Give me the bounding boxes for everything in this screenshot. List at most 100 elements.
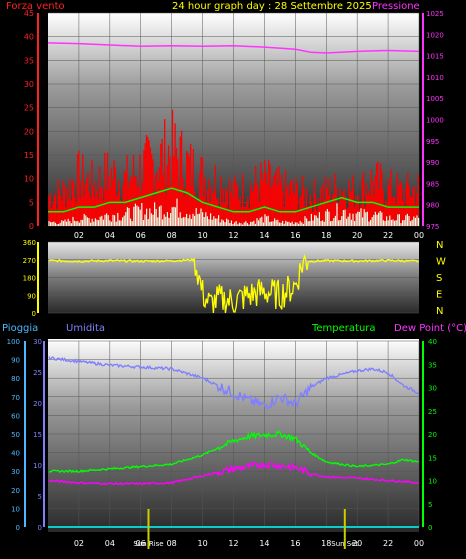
humidity-tick-label: 15	[33, 431, 42, 439]
rain-tick-label: 100	[7, 338, 20, 346]
temperature-line	[48, 429, 419, 474]
sunrise-label: Sun Rise	[133, 540, 163, 548]
wind-tick-label: 45	[24, 9, 34, 18]
temp-tick-label: 35	[428, 361, 437, 369]
header-right: Pressione	[372, 1, 420, 12]
compass-label: S	[436, 273, 442, 284]
rain-tick-label: 40	[11, 450, 20, 458]
rain-tick-label: 80	[11, 375, 20, 383]
rain-tick-label: 50	[11, 431, 20, 439]
wind-series	[47, 42, 420, 226]
temp-tick-label: 25	[428, 408, 437, 416]
humidity-tick-label: 25	[33, 369, 42, 377]
rain-tick-label: 60	[11, 412, 20, 420]
rain-tick-label: 10	[11, 505, 20, 513]
x-tick-label: 14	[259, 539, 269, 548]
x-tick-label: 00	[414, 231, 424, 240]
direction-tick-label: 360	[23, 239, 36, 247]
temp-tick-label: 40	[428, 338, 437, 346]
temp-tick-label: 10	[428, 478, 437, 486]
humidity-tick-label: 0	[38, 524, 42, 532]
pressure-tick-label: 1000	[426, 117, 444, 125]
humidity-tick-label: 10	[33, 462, 42, 470]
pressure-line	[47, 42, 420, 54]
direction-tick-label: 180	[23, 275, 36, 283]
x-tick-label: 08	[167, 231, 177, 240]
humidity-tick-label: 20	[33, 400, 42, 408]
rain-tick-label: 30	[11, 468, 20, 476]
compass-label: E	[436, 290, 442, 301]
pressure-tick-label: 975	[426, 223, 439, 231]
x-tick-label: 12	[228, 231, 238, 240]
wind-tick-label: 35	[24, 56, 34, 65]
compass-label: N	[436, 306, 443, 317]
wind-tick-label: 25	[24, 104, 34, 113]
wind-tick-label: 10	[24, 175, 34, 184]
x-tick-label: 18	[321, 231, 331, 240]
wind-tick-label: 0	[29, 222, 34, 231]
rain-tick-label: 20	[11, 487, 20, 495]
pressure-tick-label: 1010	[426, 74, 444, 82]
direction-series	[48, 253, 419, 314]
temp-tick-label: 15	[428, 454, 437, 462]
x-tick-label: 14	[259, 231, 269, 240]
dewpoint-line	[48, 461, 419, 486]
direction-tick-label: 90	[27, 292, 36, 300]
x-tick-label: 12	[228, 539, 238, 548]
wind-tick-label: 5	[29, 198, 34, 207]
x-tick-label: 10	[197, 539, 207, 548]
humidity-line	[48, 356, 419, 411]
x-tick-label: 04	[105, 231, 115, 240]
compass-label: N	[436, 240, 443, 251]
temp-series	[48, 356, 419, 528]
x-tick-label: 18	[321, 539, 331, 548]
rain-label: Pioggia	[2, 323, 38, 334]
pressure-tick-label: 980	[426, 202, 439, 210]
sunset-label: Sun Set	[331, 540, 358, 548]
wind-tick-label: 40	[24, 33, 34, 42]
header-center: 24 hour graph day : 28 Settembre 2025	[172, 1, 372, 12]
temp-tick-label: 20	[428, 431, 437, 439]
dew-label: Dew Point (°C)	[394, 323, 466, 334]
rain-tick-label: 90	[11, 357, 20, 365]
x-tick-label: 02	[74, 539, 84, 548]
direction-line	[48, 253, 419, 314]
wind-axes: 0510152025303540459759809859909951000100…	[24, 9, 444, 240]
direction-tick-label: 270	[23, 257, 36, 265]
temp-axes: 0102030405060708090100051015202530051015…	[7, 338, 437, 549]
x-tick-label: 20	[352, 231, 362, 240]
temperature-label: Temperatura	[311, 323, 376, 334]
wind-average-line	[48, 187, 419, 213]
wind-tick-label: 30	[24, 80, 34, 89]
humidity-tick-label: 5	[38, 493, 42, 501]
pressure-tick-label: 985	[426, 180, 439, 188]
compass-label: W	[436, 257, 446, 268]
x-tick-label: 22	[383, 539, 393, 548]
pressure-tick-label: 1020	[426, 31, 444, 39]
x-tick-label: 20	[352, 539, 362, 548]
rain-tick-label: 70	[11, 394, 20, 402]
humidity-tick-label: 30	[33, 338, 42, 346]
x-tick-label: 16	[290, 231, 300, 240]
wind-tick-label: 15	[24, 151, 34, 160]
temp-tick-label: 30	[428, 385, 437, 393]
x-tick-label: 22	[383, 231, 393, 240]
x-tick-label: 16	[290, 539, 300, 548]
rain-tick-label: 0	[16, 524, 20, 532]
pressure-tick-label: 995	[426, 138, 439, 146]
x-tick-label: 10	[197, 231, 207, 240]
header-left: Forza vento	[6, 1, 65, 12]
temp-tick-label: 0	[428, 524, 432, 532]
humidity-label: Umidita	[66, 323, 105, 334]
x-tick-label: 00	[414, 539, 424, 548]
direction-tick-label: 0	[32, 310, 36, 318]
pressure-tick-label: 1005	[426, 95, 444, 103]
x-tick-label: 04	[105, 539, 115, 548]
temp-tick-label: 5	[428, 501, 432, 509]
x-tick-label: 08	[167, 539, 177, 548]
wind-tick-label: 20	[24, 127, 34, 136]
x-tick-label: 02	[74, 231, 84, 240]
